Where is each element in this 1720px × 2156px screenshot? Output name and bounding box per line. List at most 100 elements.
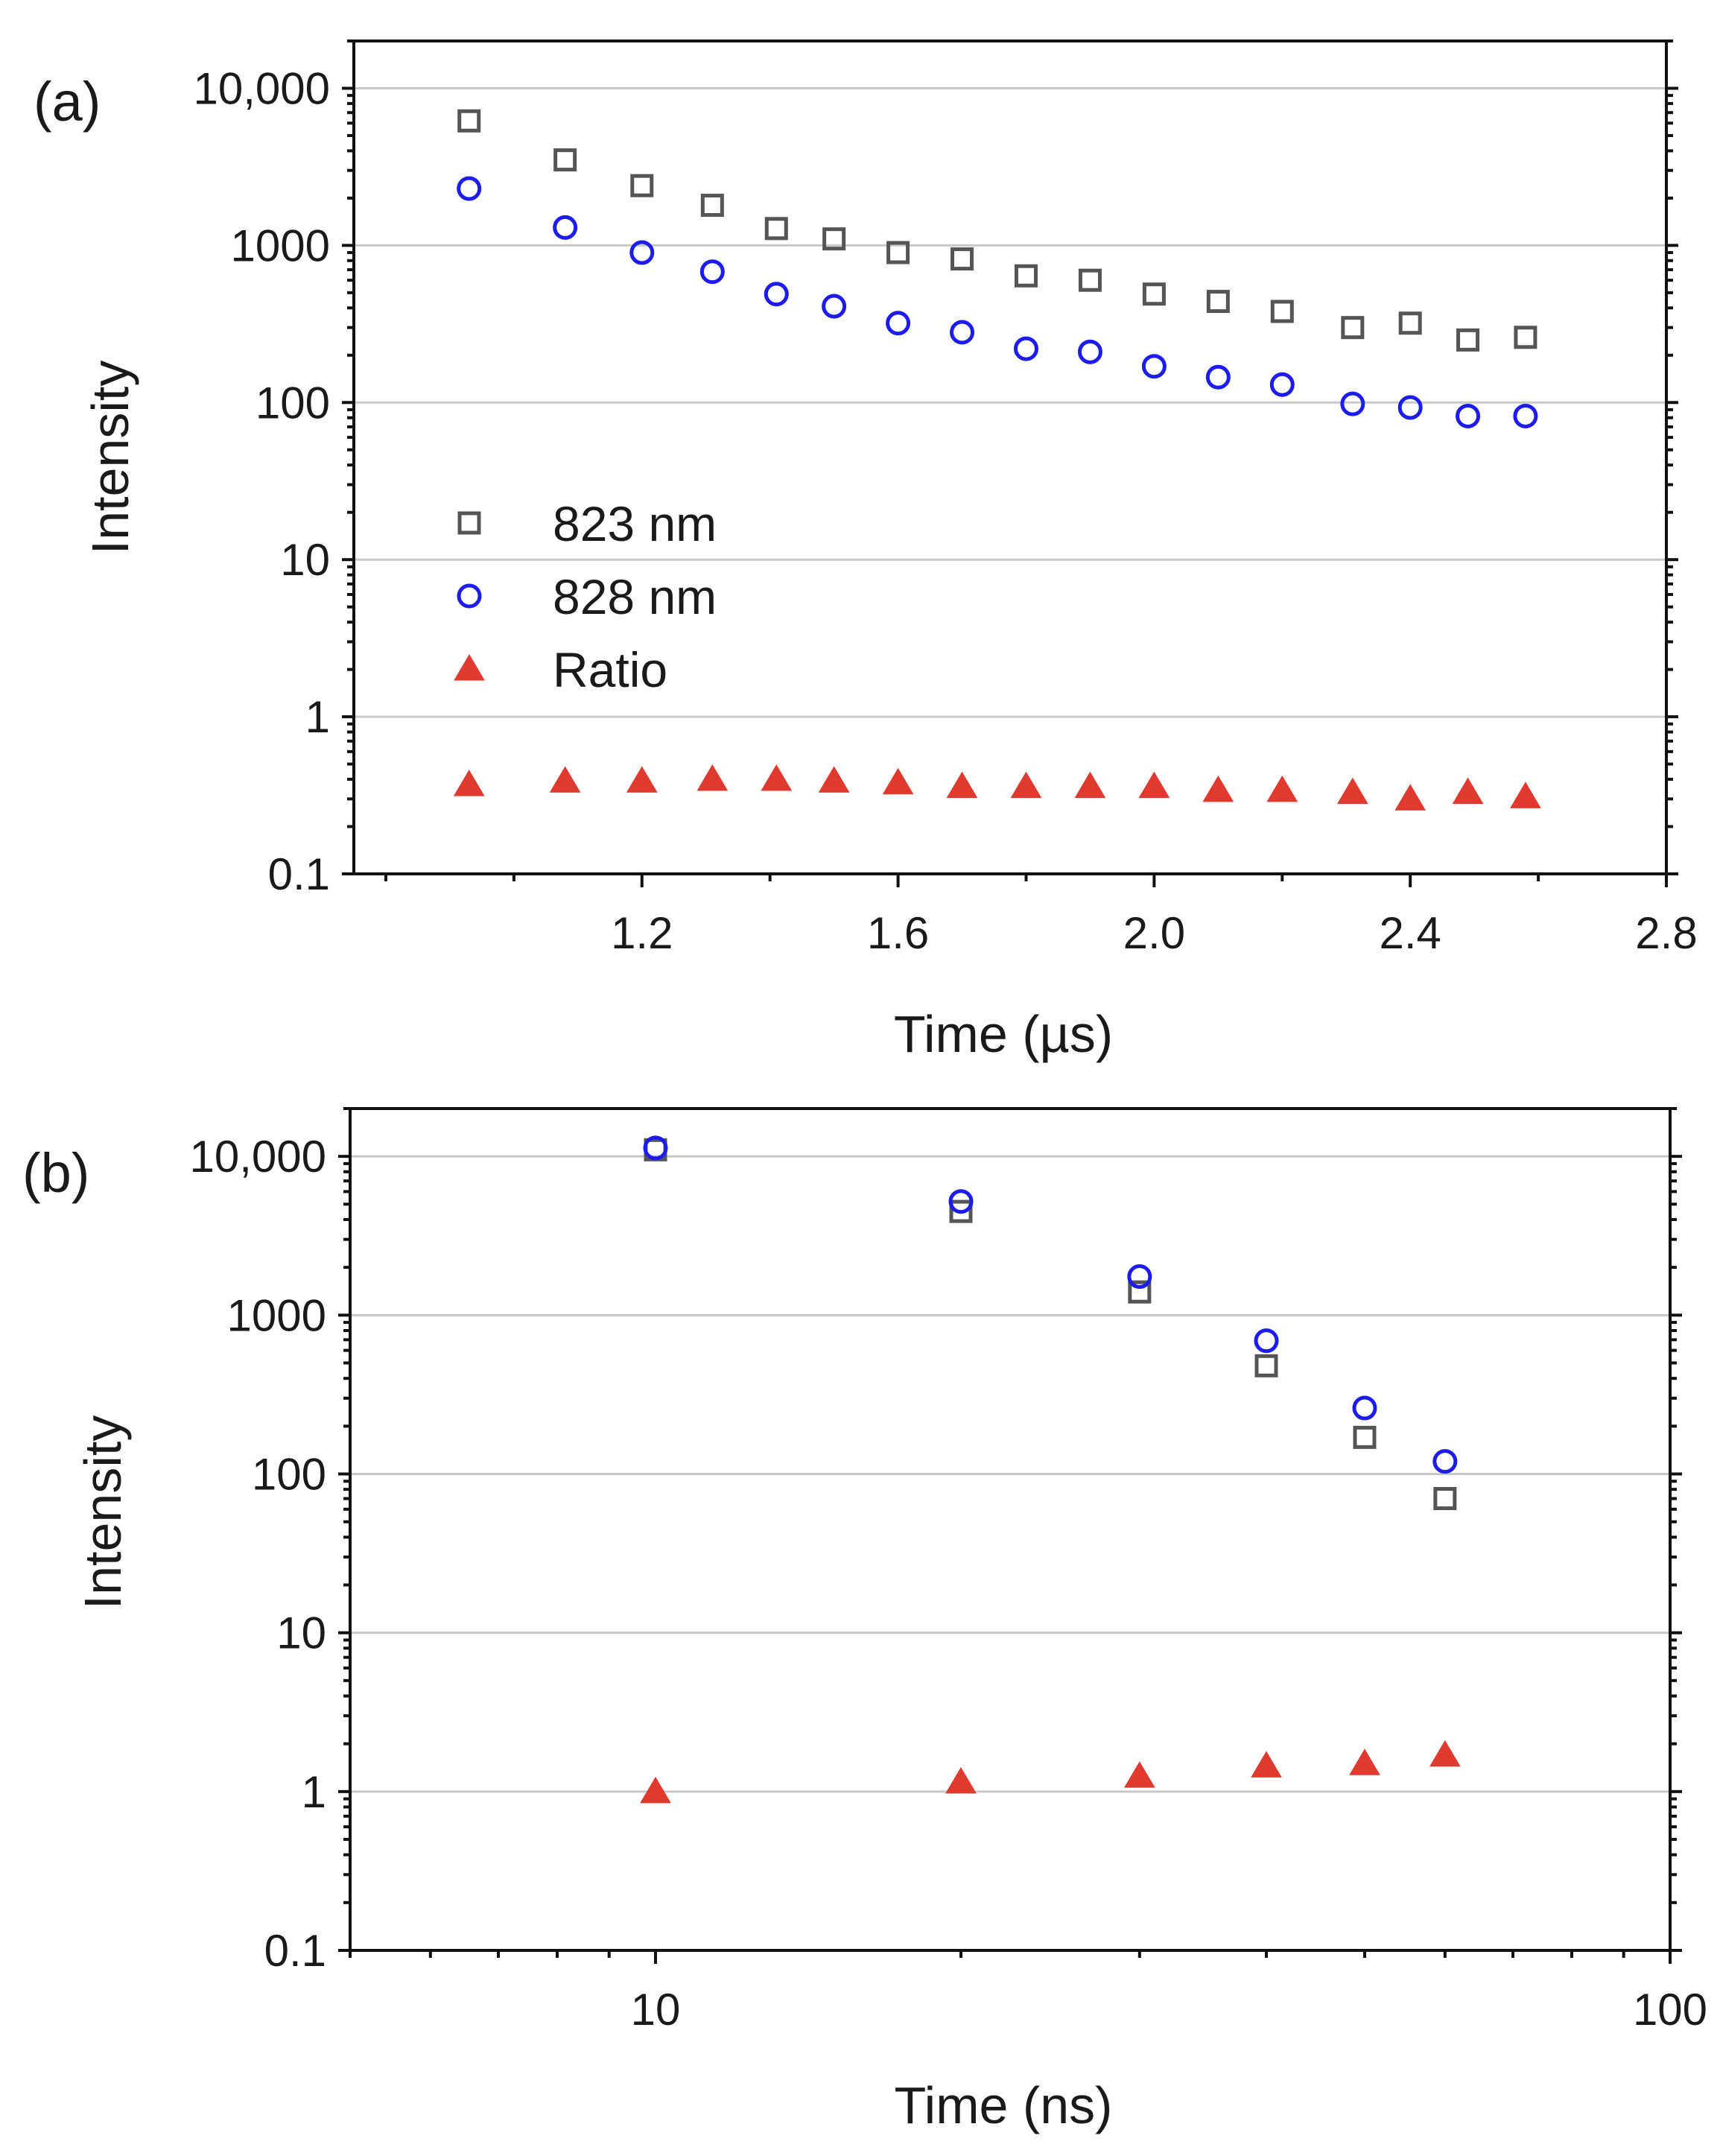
triangle-data-point <box>1510 781 1541 808</box>
square-data-point <box>949 1199 973 1223</box>
circle-data-point <box>948 1189 974 1214</box>
triangle-data-point <box>696 764 729 791</box>
circle-data-point <box>1352 1395 1377 1421</box>
legend-square-marker <box>457 511 481 535</box>
panel-a-gridlines <box>354 86 1666 718</box>
triangle-data-point <box>1394 784 1427 811</box>
circle-data-point <box>764 282 789 307</box>
triangle-data-point <box>1010 771 1042 799</box>
triangle-data-point <box>1202 775 1234 802</box>
triangle-data-point <box>1123 1761 1155 1788</box>
circle-data-point <box>1254 1328 1279 1354</box>
y-tick-label: 1 <box>302 1767 326 1817</box>
legend-circle-marker <box>457 583 482 609</box>
y-tick-label: 10,000 <box>193 63 330 113</box>
circle-data-point <box>1127 1264 1152 1290</box>
square-data-point <box>1078 268 1102 292</box>
y-tick-label: 0.1 <box>264 1926 326 1976</box>
series-ratio <box>640 1740 1461 1804</box>
y-tick-label: 1000 <box>227 1290 326 1340</box>
square-data-point <box>1456 328 1480 352</box>
legend-label: 823 nm <box>553 496 717 551</box>
circle-data-point <box>1513 403 1538 428</box>
circle-data-point <box>1432 1449 1458 1474</box>
triangle-data-point <box>1074 771 1106 799</box>
triangle-data-point <box>1336 777 1368 805</box>
circle-data-point <box>457 176 482 201</box>
panel-b-x-axis-title: Time (ns) <box>895 2076 1113 2134</box>
series-828-nm <box>643 1135 1458 1474</box>
circle-data-point <box>1340 391 1365 416</box>
square-data-point <box>1206 290 1230 314</box>
square-data-point <box>1398 311 1422 335</box>
circle-data-point <box>1456 403 1481 428</box>
panel-b-data-marks <box>640 1135 1461 1804</box>
circle-data-point <box>1205 364 1231 390</box>
square-data-point <box>1270 299 1294 323</box>
square-data-point <box>700 194 724 218</box>
x-tick-label: 100 <box>1633 1985 1707 2035</box>
legend-triangle-marker <box>454 654 485 681</box>
triangle-data-point <box>1266 775 1298 802</box>
panel-a-x-axis-title: Time (µs) <box>894 1005 1113 1063</box>
square-data-point <box>630 174 654 197</box>
circle-data-point <box>1077 339 1102 364</box>
panel-b: 0.1 1 10 100 1000 10,000 10 100 (b) Time (ns) I… <box>22 1107 1707 2134</box>
panel-b-gridlines <box>350 1155 1670 1793</box>
circle-data-point <box>643 1135 668 1161</box>
y-tick-label: 10,000 <box>189 1132 326 1182</box>
panel-a-data-marks <box>453 109 1541 811</box>
circle-data-point <box>629 240 655 265</box>
triangle-data-point <box>640 1776 671 1804</box>
triangle-data-point <box>1138 771 1170 799</box>
square-data-point <box>1433 1487 1457 1511</box>
y-tick-label: 1 <box>305 692 330 742</box>
x-tick-label: 1.2 <box>611 908 673 958</box>
x-tick-label: 2.8 <box>1635 908 1697 958</box>
circle-data-point <box>1397 395 1423 420</box>
triangle-data-point <box>453 770 485 796</box>
square-data-point <box>1142 282 1166 306</box>
y-tick-label: 100 <box>256 378 330 428</box>
square-data-point <box>1514 326 1537 349</box>
square-data-point <box>1353 1425 1377 1449</box>
circle-data-point <box>1013 336 1038 361</box>
y-tick-label: 10 <box>280 535 330 585</box>
square-data-point <box>886 241 910 264</box>
triangle-data-point <box>882 767 914 795</box>
panel-a-legend: 823 nm 828 nm Ratio <box>454 496 717 697</box>
panel-b-tick-labels: 0.1 1 10 100 1000 10,000 10 100 <box>189 1132 1707 2035</box>
square-data-point <box>457 109 481 133</box>
circle-data-point <box>950 320 975 345</box>
x-tick-label: 2.4 <box>1379 908 1441 958</box>
square-data-point <box>1254 1354 1278 1377</box>
triangle-data-point <box>761 764 793 791</box>
square-data-point <box>1128 1280 1152 1304</box>
square-data-point <box>553 148 577 172</box>
triangle-data-point <box>818 766 850 793</box>
panel-b-plot-frame <box>349 1107 1672 1952</box>
x-tick-label: 10 <box>631 1985 681 2035</box>
series-ratio <box>453 764 1541 811</box>
circle-data-point <box>699 259 725 285</box>
panel-a-tick-labels: 0.1 1 10 100 1000 10,000 1.2 1.6 2.0 2.4 2.8 <box>193 63 1697 958</box>
x-tick-label: 2.0 <box>1123 908 1185 958</box>
triangle-data-point <box>549 766 581 793</box>
triangle-data-point <box>626 766 658 793</box>
triangle-data-point <box>1251 1751 1282 1778</box>
legend-label: Ratio <box>553 642 667 697</box>
series-828-nm <box>457 176 1538 428</box>
y-tick-label: 0.1 <box>268 849 330 899</box>
panel-b-ticks <box>338 1107 1682 1964</box>
panel-a-label: (a) <box>34 71 101 133</box>
panel-a-plot-frame <box>352 39 1668 875</box>
square-data-point <box>822 227 846 251</box>
triangle-data-point <box>1349 1748 1380 1775</box>
triangle-data-point <box>1429 1740 1461 1767</box>
circle-data-point <box>822 294 847 319</box>
y-tick-label: 1000 <box>231 221 330 270</box>
panel-b-y-axis-title: Intensity <box>74 1415 132 1610</box>
panel-a: 0.1 1 10 100 1000 10,000 1.2 1.6 2.0 2.4 2.8 823 n… <box>34 39 1698 1063</box>
